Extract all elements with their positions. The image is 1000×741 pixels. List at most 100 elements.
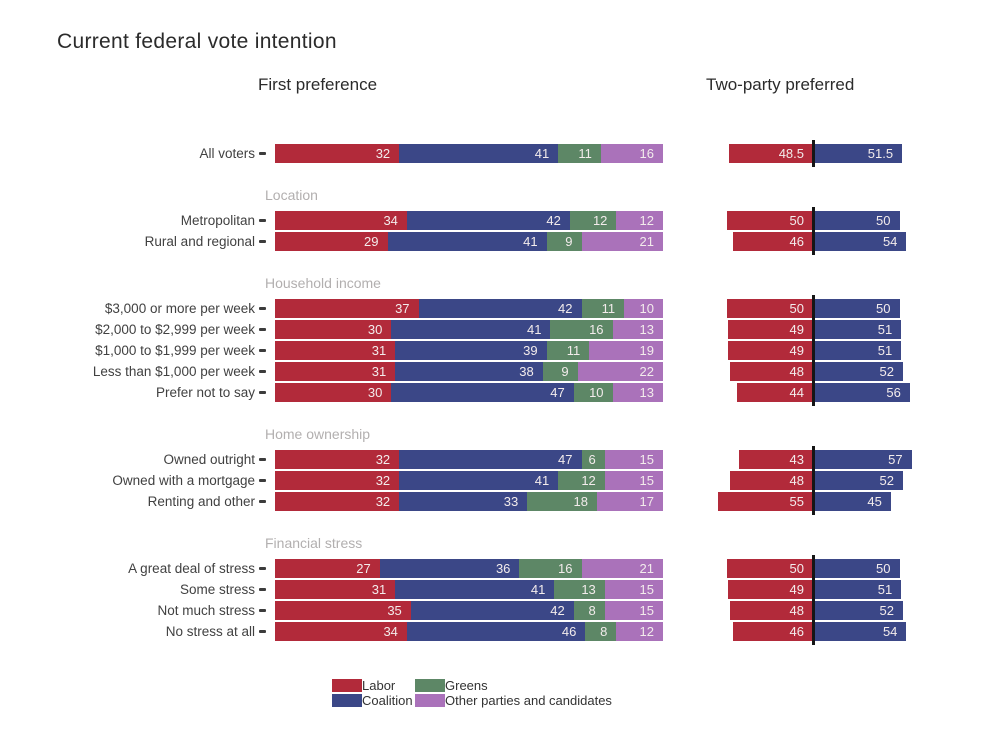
panel-gap	[663, 492, 716, 513]
tpp-center-line	[811, 207, 815, 255]
tpp-center-line	[811, 140, 815, 167]
tpp-value-labor: 46	[789, 624, 804, 639]
segment-value: 12	[639, 213, 654, 228]
tpp-segment-coalition: 51	[813, 580, 902, 599]
two-party-preferred-bar: 50 50	[716, 211, 916, 230]
panel-gap	[663, 144, 716, 165]
bar-segment-labor: 30	[275, 383, 392, 402]
tpp-value-labor: 50	[789, 301, 804, 316]
segment-value: 41	[527, 322, 542, 337]
bar-segment-other: 12	[616, 622, 663, 641]
chart-row: $3,000 or more per week 37 42 11 10 50 50	[5, 299, 921, 320]
bar-segment-coalition: 42	[410, 601, 574, 620]
bar-segment-other: 15	[604, 450, 663, 469]
segment-value: 31	[371, 364, 387, 379]
segment-value: 39	[523, 343, 538, 358]
panel-gap	[663, 383, 716, 404]
tpp-segment-coalition: 52	[813, 471, 903, 490]
tpp-segment-coalition: 52	[813, 362, 903, 381]
first-preference-bar: 34 46 8 12	[275, 622, 663, 641]
tpp-value-coalition: 50	[876, 301, 891, 316]
segment-value: 9	[565, 234, 573, 249]
tpp-segment-labor: 49	[728, 580, 813, 599]
segment-value: 31	[371, 343, 387, 358]
row-label: Metropolitan	[180, 213, 255, 228]
bar-segment-labor: 32	[275, 492, 400, 511]
axis-tick	[259, 349, 266, 352]
tpp-value-labor: 49	[789, 343, 804, 358]
tpp-value-coalition: 51.5	[867, 146, 894, 161]
panel-gap	[663, 232, 716, 253]
bar-segment-other: 22	[577, 362, 663, 381]
segment-value: 8	[600, 624, 608, 639]
panel-gap	[663, 601, 716, 622]
section-rows: Metropolitan 34 42 12 12 50 50 Rural and region…	[5, 207, 921, 255]
tpp-segment-labor: 55	[717, 492, 813, 511]
segment-value: 32	[375, 452, 391, 467]
two-party-preferred-heading: Two-party preferred	[706, 75, 855, 94]
bar-segment-greens: 11	[581, 299, 625, 318]
bar-segment-greens: 13	[554, 580, 605, 599]
segment-value: 38	[519, 364, 534, 379]
segment-value: 15	[639, 452, 654, 467]
legend-swatch-other	[415, 694, 445, 707]
tpp-segment-labor: 48	[729, 362, 813, 381]
segment-value: 12	[639, 624, 654, 639]
tpp-center-line	[811, 295, 815, 406]
segment-value: 42	[558, 301, 573, 316]
first-preference-bar: 32 41 12 15	[275, 471, 663, 490]
bar-segment-coalition: 41	[387, 232, 547, 251]
tpp-value-coalition: 52	[879, 364, 894, 379]
segment-value: 32	[375, 494, 391, 509]
axis-tick	[259, 458, 266, 461]
segment-value: 27	[356, 561, 371, 576]
legend-entry-labor: Labor	[332, 679, 415, 692]
axis-tick	[259, 307, 266, 310]
axis-tick	[259, 152, 266, 155]
tick-cell	[255, 559, 275, 580]
segment-value: 29	[364, 234, 379, 249]
tpp-value-coalition: 50	[876, 213, 891, 228]
vote-intention-chart: All voters 32 41 11 16 48.5 51.5 Location Metrop…	[5, 140, 921, 645]
tick-cell	[255, 622, 275, 643]
row-label: Some stress	[179, 582, 255, 597]
bar-segment-other: 12	[616, 211, 663, 230]
first-preference-bar: 32 41 11 16	[275, 144, 663, 163]
two-party-preferred-bar: 46 54	[716, 232, 916, 251]
row-label: Owned with a mortgage	[112, 473, 255, 488]
segment-value: 37	[395, 301, 410, 316]
bar-segment-labor: 31	[275, 580, 396, 599]
segment-value: 18	[573, 494, 589, 509]
segment-value: 15	[639, 603, 654, 618]
bar-segment-coalition: 41	[395, 580, 555, 599]
section-rows: A great deal of stress 27 36 16 21 50 50 Some s…	[5, 555, 921, 645]
first-preference-bar: 30 47 10 13	[275, 383, 663, 402]
bar-segment-other: 21	[581, 559, 663, 578]
tick-cell	[255, 601, 275, 622]
chart-row: Prefer not to say 30 47 10 13 44 56	[5, 383, 921, 404]
segment-value: 15	[639, 582, 654, 597]
legend-column: Labor Coalition	[332, 679, 415, 709]
segment-value: 11	[566, 343, 581, 358]
segment-value: 33	[503, 494, 519, 509]
tpp-segment-coalition: 54	[813, 232, 907, 251]
tick-cell	[255, 232, 275, 253]
tpp-value-labor: 55	[789, 494, 804, 509]
tpp-value-coalition: 45	[867, 494, 882, 509]
bar-segment-other: 16	[600, 144, 663, 163]
bar-segment-greens: 9	[542, 362, 578, 381]
legend-label: Other parties and candidates	[445, 693, 612, 708]
tpp-value-coalition: 54	[882, 624, 898, 639]
tpp-value-labor: 50	[789, 561, 804, 576]
segment-value: 32	[375, 146, 391, 161]
row-label: Renting and other	[147, 494, 255, 509]
tpp-segment-coalition: 57	[813, 450, 912, 469]
segment-value: 21	[639, 561, 654, 576]
row-label: No stress at all	[165, 624, 255, 639]
two-party-preferred-bar: 55 45	[716, 492, 916, 511]
two-party-preferred-bar: 48.5 51.5	[716, 144, 916, 163]
legend: Labor Coalition Greens Other parties and ca…	[332, 679, 612, 709]
tpp-segment-labor: 48	[729, 471, 813, 490]
chart-row: Less than $1,000 per week 31 38 9 22 48 52	[5, 362, 921, 383]
row-label: Prefer not to say	[155, 385, 255, 400]
